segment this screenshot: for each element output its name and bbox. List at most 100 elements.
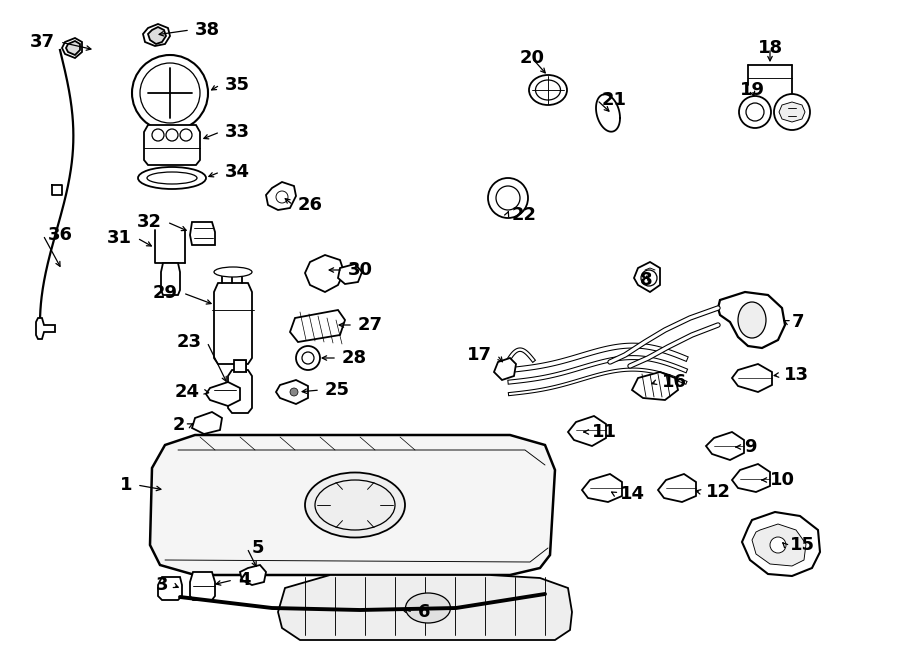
Polygon shape xyxy=(143,24,170,46)
Text: 8: 8 xyxy=(640,271,652,289)
Ellipse shape xyxy=(315,480,395,530)
Text: 36: 36 xyxy=(48,226,73,244)
Polygon shape xyxy=(634,262,660,292)
Polygon shape xyxy=(732,464,770,492)
Circle shape xyxy=(739,96,771,128)
Polygon shape xyxy=(190,222,215,245)
Text: 5: 5 xyxy=(252,539,265,557)
Text: 37: 37 xyxy=(30,33,55,51)
Circle shape xyxy=(496,186,520,210)
Text: 19: 19 xyxy=(740,81,764,99)
Polygon shape xyxy=(62,38,82,58)
Text: 32: 32 xyxy=(137,213,162,231)
Text: 23: 23 xyxy=(177,333,202,351)
Polygon shape xyxy=(596,95,620,132)
Polygon shape xyxy=(338,264,362,284)
Text: 1: 1 xyxy=(120,476,132,494)
Circle shape xyxy=(302,352,314,364)
Text: 11: 11 xyxy=(592,423,617,441)
Circle shape xyxy=(296,346,320,370)
Polygon shape xyxy=(214,283,252,364)
Text: 30: 30 xyxy=(348,261,373,279)
Ellipse shape xyxy=(406,593,451,623)
Polygon shape xyxy=(144,125,200,165)
Ellipse shape xyxy=(214,267,252,277)
Polygon shape xyxy=(706,432,744,460)
Text: 35: 35 xyxy=(225,76,250,94)
Polygon shape xyxy=(632,372,678,400)
Circle shape xyxy=(152,129,164,141)
Circle shape xyxy=(770,537,786,553)
Text: 13: 13 xyxy=(784,366,809,384)
Polygon shape xyxy=(276,380,308,404)
Circle shape xyxy=(641,270,657,286)
Polygon shape xyxy=(190,572,215,600)
Ellipse shape xyxy=(147,172,197,184)
Polygon shape xyxy=(752,524,806,566)
Text: 6: 6 xyxy=(418,603,430,621)
Text: 9: 9 xyxy=(744,438,757,456)
Text: 26: 26 xyxy=(298,196,323,214)
Circle shape xyxy=(132,55,208,131)
Text: 24: 24 xyxy=(175,383,200,401)
Polygon shape xyxy=(718,292,785,348)
Polygon shape xyxy=(732,364,772,392)
Polygon shape xyxy=(305,255,344,292)
Bar xyxy=(234,360,246,372)
Ellipse shape xyxy=(305,473,405,537)
Polygon shape xyxy=(568,416,606,446)
Polygon shape xyxy=(36,318,55,339)
Polygon shape xyxy=(150,435,555,575)
Text: 3: 3 xyxy=(156,576,168,594)
Polygon shape xyxy=(206,382,240,406)
Circle shape xyxy=(746,103,764,121)
Text: 38: 38 xyxy=(195,21,220,39)
Text: 18: 18 xyxy=(758,39,783,57)
Text: 2: 2 xyxy=(173,416,185,434)
Polygon shape xyxy=(161,263,180,295)
Ellipse shape xyxy=(738,302,766,338)
Circle shape xyxy=(488,178,528,218)
Polygon shape xyxy=(192,412,222,434)
Text: 20: 20 xyxy=(519,49,544,67)
Text: 15: 15 xyxy=(790,536,815,554)
Circle shape xyxy=(290,388,298,396)
Text: 14: 14 xyxy=(620,485,645,503)
Ellipse shape xyxy=(536,80,561,100)
Polygon shape xyxy=(278,575,572,640)
Text: 31: 31 xyxy=(107,229,132,247)
Polygon shape xyxy=(228,370,252,413)
Circle shape xyxy=(180,129,192,141)
Polygon shape xyxy=(148,27,166,44)
Polygon shape xyxy=(266,182,296,210)
Text: 4: 4 xyxy=(238,571,250,589)
Ellipse shape xyxy=(138,167,206,189)
Polygon shape xyxy=(66,41,80,55)
Text: 34: 34 xyxy=(225,163,250,181)
Polygon shape xyxy=(742,512,820,576)
Circle shape xyxy=(774,94,810,130)
Text: 27: 27 xyxy=(358,316,383,334)
Text: 28: 28 xyxy=(342,349,367,367)
Circle shape xyxy=(166,129,178,141)
Text: 12: 12 xyxy=(706,483,731,501)
Text: 22: 22 xyxy=(512,206,537,224)
Text: 16: 16 xyxy=(662,373,687,391)
Circle shape xyxy=(276,191,288,203)
Polygon shape xyxy=(582,474,622,502)
Text: 21: 21 xyxy=(602,91,627,109)
Text: 29: 29 xyxy=(153,284,178,302)
Text: 33: 33 xyxy=(225,123,250,141)
Polygon shape xyxy=(494,358,516,380)
Polygon shape xyxy=(779,102,805,122)
Text: 25: 25 xyxy=(325,381,350,399)
Polygon shape xyxy=(290,310,345,342)
Ellipse shape xyxy=(529,75,567,105)
Polygon shape xyxy=(658,474,696,502)
Polygon shape xyxy=(158,577,182,600)
Text: 17: 17 xyxy=(467,346,492,364)
Polygon shape xyxy=(240,565,266,585)
Text: 10: 10 xyxy=(770,471,795,489)
Circle shape xyxy=(140,63,200,123)
Text: 7: 7 xyxy=(792,313,805,331)
